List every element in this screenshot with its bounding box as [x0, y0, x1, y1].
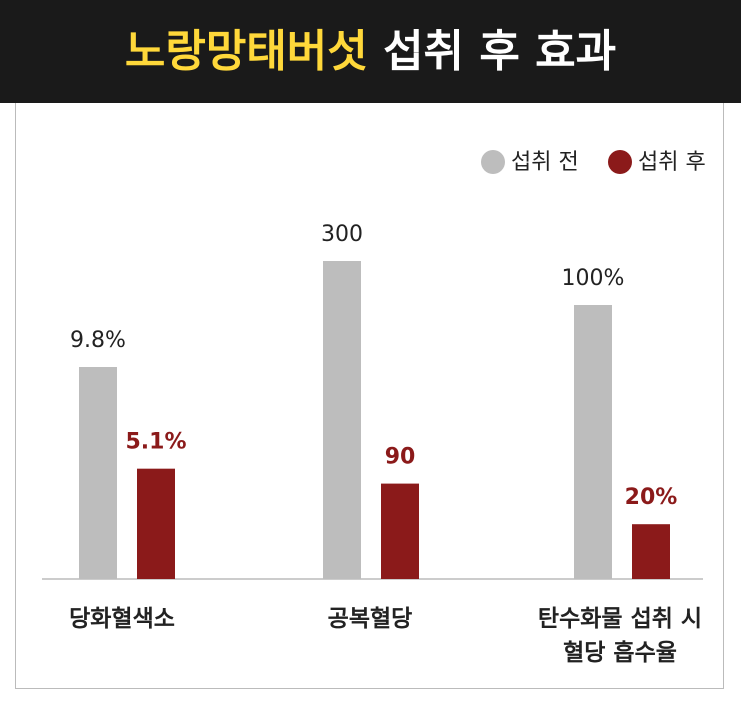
bar [574, 305, 612, 579]
bar [381, 483, 419, 579]
bar [632, 524, 670, 579]
header: 노랑망태버섯 섭취 후 효과 [0, 0, 741, 103]
title-rest: 섭취 후 효과 [383, 26, 617, 77]
category-label: 공복혈당 [327, 606, 413, 632]
value-label: 300 [321, 222, 363, 247]
value-label: 20% [625, 485, 678, 510]
bar [323, 261, 361, 579]
bar [79, 367, 117, 579]
category-label: 당화혈색소 [69, 606, 175, 632]
title-highlight: 노랑망태버섯 [124, 26, 368, 77]
value-label: 5.1% [125, 430, 186, 455]
legend-swatch [608, 150, 632, 174]
legend-label: 섭취 전 [511, 150, 579, 175]
legend-swatch [481, 150, 505, 174]
panel [15, 103, 724, 689]
category-label: 탄수화물 섭취 시 혈당 흡수율 [537, 606, 703, 666]
value-label: 9.8% [70, 328, 126, 353]
legend-label: 섭취 후 [638, 150, 706, 175]
bar [137, 468, 175, 579]
value-label: 90 [385, 445, 416, 470]
value-label: 100% [562, 266, 625, 291]
